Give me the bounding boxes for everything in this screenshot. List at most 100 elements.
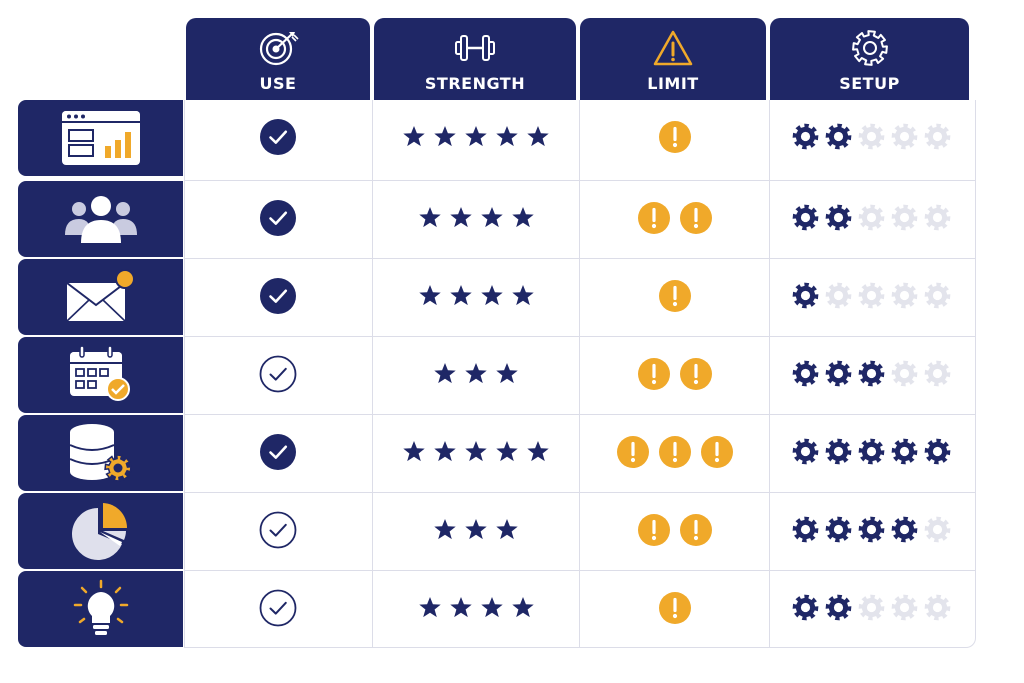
- star-icon: [433, 440, 457, 467]
- check-filled-icon: [259, 433, 297, 475]
- gear-filled-icon: [891, 516, 918, 547]
- alert-icon: [679, 513, 713, 551]
- row-label-calendar-check-icon: [18, 337, 183, 413]
- gear-empty-icon: [891, 594, 918, 625]
- setup-cell: [770, 337, 976, 414]
- strength-cell: [373, 493, 579, 570]
- gear-empty-icon: [924, 360, 951, 391]
- gear-filled-icon: [891, 438, 918, 469]
- email-notification-icon: [65, 269, 135, 322]
- check-filled-icon: [259, 199, 297, 241]
- alert-icon: [658, 435, 692, 473]
- gear-icon: [851, 30, 888, 66]
- check-outline-icon: [259, 589, 297, 631]
- setup-cell: [770, 181, 976, 258]
- setup-cell: [770, 571, 976, 648]
- gear-empty-icon: [924, 282, 951, 313]
- user-group-icon: [64, 196, 137, 243]
- dumbbell-icon: [455, 35, 495, 61]
- row-label-database-settings-icon: [18, 415, 183, 491]
- star-icon: [495, 125, 519, 152]
- column-label-limit: LIMIT: [647, 74, 699, 93]
- star-icon: [511, 284, 535, 311]
- star-icon: [511, 206, 535, 233]
- use-cell: [184, 337, 372, 414]
- setup-cell: [770, 493, 976, 570]
- row-divider: [184, 258, 976, 259]
- star-icon: [402, 125, 426, 152]
- gear-filled-icon: [924, 438, 951, 469]
- gear-empty-icon: [924, 204, 951, 235]
- use-cell: [184, 100, 372, 177]
- row-divider: [184, 180, 976, 181]
- column-divider: [769, 100, 770, 648]
- limit-cell: [580, 181, 769, 258]
- gear-filled-icon: [825, 204, 852, 235]
- use-cell: [184, 259, 372, 336]
- limit-cell: [580, 493, 769, 570]
- column-header-strength: STRENGTH: [374, 18, 576, 100]
- alert-icon: [658, 591, 692, 629]
- setup-cell: [770, 259, 976, 336]
- gear-filled-icon: [825, 594, 852, 625]
- star-icon: [495, 362, 519, 389]
- column-label-use: USE: [259, 74, 297, 93]
- alert-icon: [637, 357, 671, 395]
- use-cell: [184, 181, 372, 258]
- database-settings-icon: [69, 424, 132, 482]
- star-icon: [449, 206, 473, 233]
- star-icon: [464, 362, 488, 389]
- column-label-setup: SETUP: [839, 74, 900, 93]
- dashboard-chart-icon: [61, 111, 140, 165]
- use-cell: [184, 493, 372, 570]
- row-divider: [184, 570, 976, 571]
- limit-cell: [580, 337, 769, 414]
- row-divider: [184, 336, 976, 337]
- column-label-strength: STRENGTH: [424, 74, 526, 93]
- limit-cell: [580, 571, 769, 648]
- row-label-email-notification-icon: [18, 259, 183, 335]
- column-divider: [372, 100, 373, 648]
- calendar-check-icon: [69, 345, 130, 401]
- star-icon: [511, 596, 535, 623]
- lightbulb-icon: [73, 579, 128, 635]
- check-filled-icon: [259, 277, 297, 319]
- star-icon: [433, 518, 457, 545]
- row-divider: [184, 414, 976, 415]
- alert-icon: [637, 513, 671, 551]
- strength-cell: [373, 571, 579, 648]
- gear-filled-icon: [858, 516, 885, 547]
- star-icon: [464, 125, 488, 152]
- star-icon: [526, 125, 550, 152]
- check-outline-icon: [259, 355, 297, 397]
- gear-empty-icon: [825, 282, 852, 313]
- target-arrow-icon: [259, 32, 299, 66]
- star-icon: [433, 125, 457, 152]
- alert-icon: [658, 120, 692, 158]
- star-icon: [464, 440, 488, 467]
- gear-filled-icon: [792, 123, 819, 154]
- row-label-user-group-icon: [18, 181, 183, 257]
- gear-empty-icon: [924, 123, 951, 154]
- star-icon: [449, 284, 473, 311]
- row-label-lightbulb-icon: [18, 571, 183, 647]
- gear-empty-icon: [858, 123, 885, 154]
- row-label-pie-chart-icon: [18, 493, 183, 569]
- use-cell: [184, 571, 372, 648]
- gear-filled-icon: [792, 438, 819, 469]
- gear-empty-icon: [891, 282, 918, 313]
- star-icon: [418, 206, 442, 233]
- row-divider: [184, 492, 976, 493]
- star-icon: [480, 284, 504, 311]
- gear-filled-icon: [792, 516, 819, 547]
- star-icon: [495, 440, 519, 467]
- gear-filled-icon: [792, 204, 819, 235]
- row-label-dashboard-chart-icon: [18, 100, 183, 176]
- star-icon: [526, 440, 550, 467]
- alert-icon: [616, 435, 650, 473]
- warning-triangle-icon: [653, 30, 693, 66]
- gear-filled-icon: [825, 360, 852, 391]
- column-header-limit: LIMIT: [580, 18, 766, 100]
- star-icon: [480, 206, 504, 233]
- gear-empty-icon: [891, 204, 918, 235]
